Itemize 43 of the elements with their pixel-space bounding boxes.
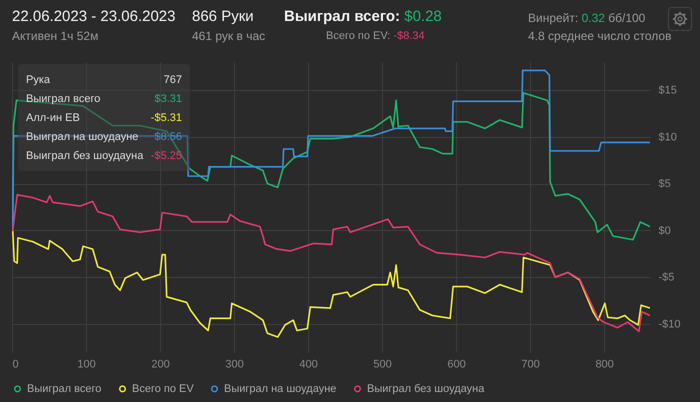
text: -$8.34 [393,30,425,42]
text: $0.28 [404,8,442,25]
text: 0.32 [582,11,605,25]
chart-subtitle: Активен 1ч 52м [12,29,98,43]
text: бб/100 [607,11,646,25]
x-tick-label: 200 [151,358,170,370]
x-tick-label: 800 [595,358,614,370]
text: Выиграл всего: [284,8,400,25]
line-series [12,230,650,338]
line-series [12,194,650,332]
y-tick-label: -$10 [658,318,681,330]
annotation: 767 [164,74,182,86]
legend-label: Выиграл без шоудауна [367,382,486,395]
x-tick-label: 700 [521,358,540,370]
legend-label: Выиграл всего [27,382,102,395]
text: 4.8 среднее число столов [528,29,672,43]
legend-label: Выиграл на шоудауне [224,382,336,395]
chart-title: 22.06.2023 - 23.06.2023 [12,8,176,25]
annotation: $8.56 [154,130,182,142]
x-tick-label: 400 [299,358,318,370]
x-tick-label: 300 [225,358,244,370]
y-tick-label: $10 [658,131,677,144]
annotation: -$5.31 [150,112,182,124]
annotation: Выиграл без шоудауна [26,150,144,162]
text: Всего по EV: [326,30,390,42]
text: Винрейт: [528,11,578,25]
annotation: Рука [26,74,50,86]
annotation: -$5.25 [150,150,182,162]
text: 461 рук в час [192,29,266,43]
y-tick-label: $5 [658,178,671,190]
legend-label: Всего по EV [132,382,194,395]
annotation: $3.31 [154,92,182,104]
annotation: Выиграл всего [26,92,100,104]
y-tick-label: $0 [658,224,671,237]
y-tick-label: -$5 [658,272,674,284]
x-tick-label: 500 [373,358,392,370]
x-tick-label: 100 [77,358,96,370]
annotation: Выиграл на шоудауне [26,130,138,142]
annotation: Алл-ин ЕВ [26,112,80,124]
text: 866 Руки [192,8,254,25]
x-tick-label: 0 [12,358,19,370]
x-tick-label: 600 [447,358,466,370]
y-tick-label: $15 [658,84,677,97]
